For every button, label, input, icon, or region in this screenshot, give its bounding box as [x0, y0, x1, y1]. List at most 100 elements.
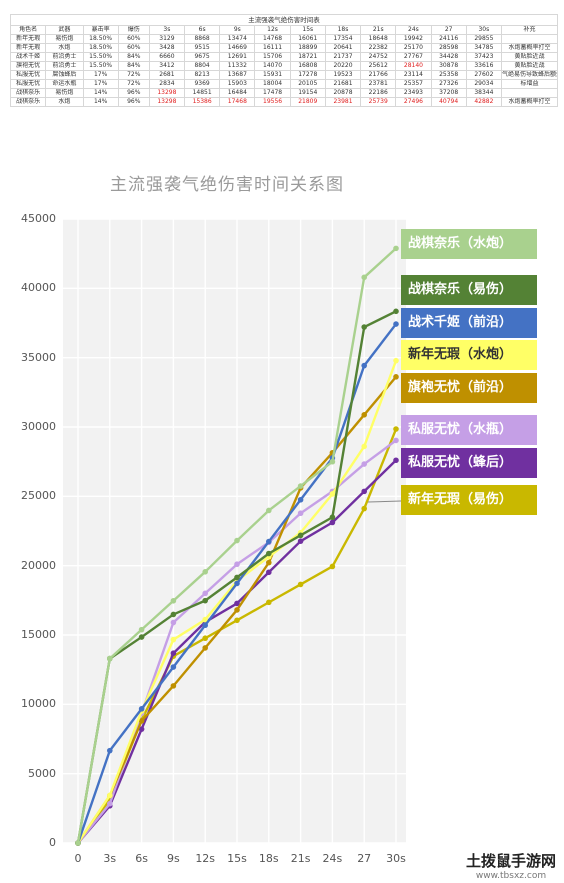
table-cell: 23114	[395, 70, 432, 80]
table-cell: 标增益	[500, 79, 559, 89]
legend-entry: 战棋奈乐（水炮）	[401, 229, 537, 259]
table-cell: 18004	[254, 79, 291, 89]
data-point	[138, 726, 145, 732]
legend-entry: 旗袍无忧（前沿）	[401, 373, 537, 403]
legend-entry: 战术千姬（前沿）	[401, 308, 537, 338]
data-point	[170, 664, 177, 670]
table-cell: 8868	[184, 34, 221, 44]
table-header-cell: 角色名	[9, 25, 47, 35]
table-header-cell: 27	[430, 25, 467, 35]
data-point	[75, 840, 81, 846]
table-cell: 17354	[324, 34, 362, 44]
table-cell: 38344	[465, 88, 502, 98]
table-cell: 11332	[219, 61, 256, 71]
y-tick-label: 5000	[28, 766, 56, 780]
y-tick-label: 30000	[21, 420, 56, 433]
table-row: 新年无瑕 易伤炮 18.50% 60% 3129 8868 13474 14768 16061 1…	[9, 34, 559, 44]
table-cell: 新年无瑕	[9, 34, 47, 44]
table-cell	[500, 34, 559, 44]
table-cell: 战棋奈乐	[9, 97, 47, 107]
table-cell: 72%	[117, 70, 150, 80]
table-cell: 腐蚀蜂后	[45, 70, 84, 80]
table-cell	[500, 88, 559, 98]
table-cell: 私服无忧	[9, 79, 47, 89]
table-cell: 17478	[254, 88, 291, 98]
data-point	[297, 581, 304, 588]
data-point	[234, 607, 240, 613]
table-cell: 16484	[219, 88, 256, 98]
data-point	[361, 505, 368, 512]
data-point	[202, 622, 208, 629]
table-cell: 15931	[254, 70, 291, 80]
table-row: 战棋奈乐 水炮 14% 96% 13298 15386 17468 19556 21809 239…	[9, 97, 559, 107]
legend-entry: 私服无忧（蜂后）	[401, 448, 537, 478]
table-header-cell: 30s	[465, 25, 502, 35]
table-cell: 6660	[148, 52, 186, 62]
data-point	[297, 483, 304, 489]
x-tick-label: 21s	[290, 852, 311, 865]
table-cell: 24116	[430, 34, 467, 44]
table-cell: 黄贴脸近战	[500, 61, 559, 71]
y-tick-label: 40000	[21, 281, 56, 295]
table-header-row: 角色名 武器 暴击率 爆伤 3s 6s 9s 12s 15s 18s 21s 24s 27 30s 补充	[9, 25, 559, 35]
table-cell: 34428	[430, 52, 467, 62]
table-cell: 19556	[254, 97, 291, 107]
data-point	[234, 561, 240, 568]
table-cell: 水炮	[45, 97, 84, 107]
table-cell: 战术千姬	[9, 52, 47, 62]
data-point	[297, 510, 304, 517]
y-tick-label: 10000	[21, 697, 56, 711]
table-cell: 17468	[219, 97, 256, 107]
table-cell: 84%	[117, 61, 150, 71]
data-point	[393, 357, 399, 364]
table-cell: 15706	[254, 52, 291, 62]
data-point	[329, 514, 336, 521]
table-cell: 25739	[360, 97, 397, 107]
y-tick-label: 35000	[21, 350, 56, 364]
table-cell: 22186	[360, 88, 397, 98]
legend-leader-line	[367, 500, 402, 503]
table-cell: 40794	[430, 97, 467, 107]
x-tick-label: 30s	[386, 852, 406, 865]
table-cell: 19942	[395, 34, 432, 44]
data-point	[170, 636, 177, 643]
data-point	[361, 362, 368, 369]
data-point	[234, 600, 240, 607]
data-point	[297, 538, 304, 544]
table-cell: 20105	[289, 79, 326, 89]
data-point	[234, 580, 240, 587]
watermark: 土拨鼠手游网 www.tbsxz.com	[458, 852, 564, 882]
table-cell: 37423	[465, 52, 502, 62]
table-cell: 25612	[360, 61, 397, 71]
table-row: 私服无忧 腐蚀蜂后 17% 72% 2681 8213 13687 15931 17278 195…	[9, 70, 559, 80]
data-point	[202, 616, 208, 623]
legend-entry: 战棋奈乐（易伤）	[401, 275, 537, 305]
data-point	[393, 426, 399, 432]
data-point	[361, 488, 368, 495]
table-cell: 29855	[465, 34, 502, 44]
table-cell: 21809	[289, 97, 326, 107]
data-point	[202, 635, 208, 642]
x-tick-label: 0	[74, 852, 82, 865]
data-point	[138, 626, 145, 633]
y-tick-label: 20000	[21, 558, 56, 572]
table-row: 旗袍无忧 前沿勇士 15.50% 84% 3412 8804 11332 14070 16808…	[9, 61, 559, 71]
table-row: 战棋奈乐 易伤炮 14% 96% 13298 14851 16484 17478 19154 20…	[9, 88, 559, 98]
table-cell: 黄贴脸近战	[500, 52, 559, 62]
table-cell: 42882	[465, 97, 502, 107]
data-point	[138, 718, 145, 724]
table-cell: 30878	[430, 61, 467, 71]
y-tick-label: 15000	[21, 628, 56, 641]
y-tick-label: 0	[49, 836, 56, 849]
legend-entry: 新年无瑕（水炮）	[401, 340, 537, 370]
line-chart	[63, 218, 406, 846]
table-cell: 27767	[395, 52, 432, 62]
y-tick-label: 25000	[21, 489, 56, 503]
table-cell: 84%	[117, 52, 150, 62]
x-tick-label: 9s	[167, 852, 180, 865]
chart-area: 主流强袭气绝伤害时间关系图 0 5000 10000 15000 20000 25000 3…	[0, 160, 564, 883]
table-cell: 16061	[289, 34, 326, 44]
table-cell: 水炮蓄概率打空	[500, 97, 559, 107]
x-tick-label: 6s	[135, 852, 148, 865]
table-cell: 23493	[395, 88, 432, 98]
